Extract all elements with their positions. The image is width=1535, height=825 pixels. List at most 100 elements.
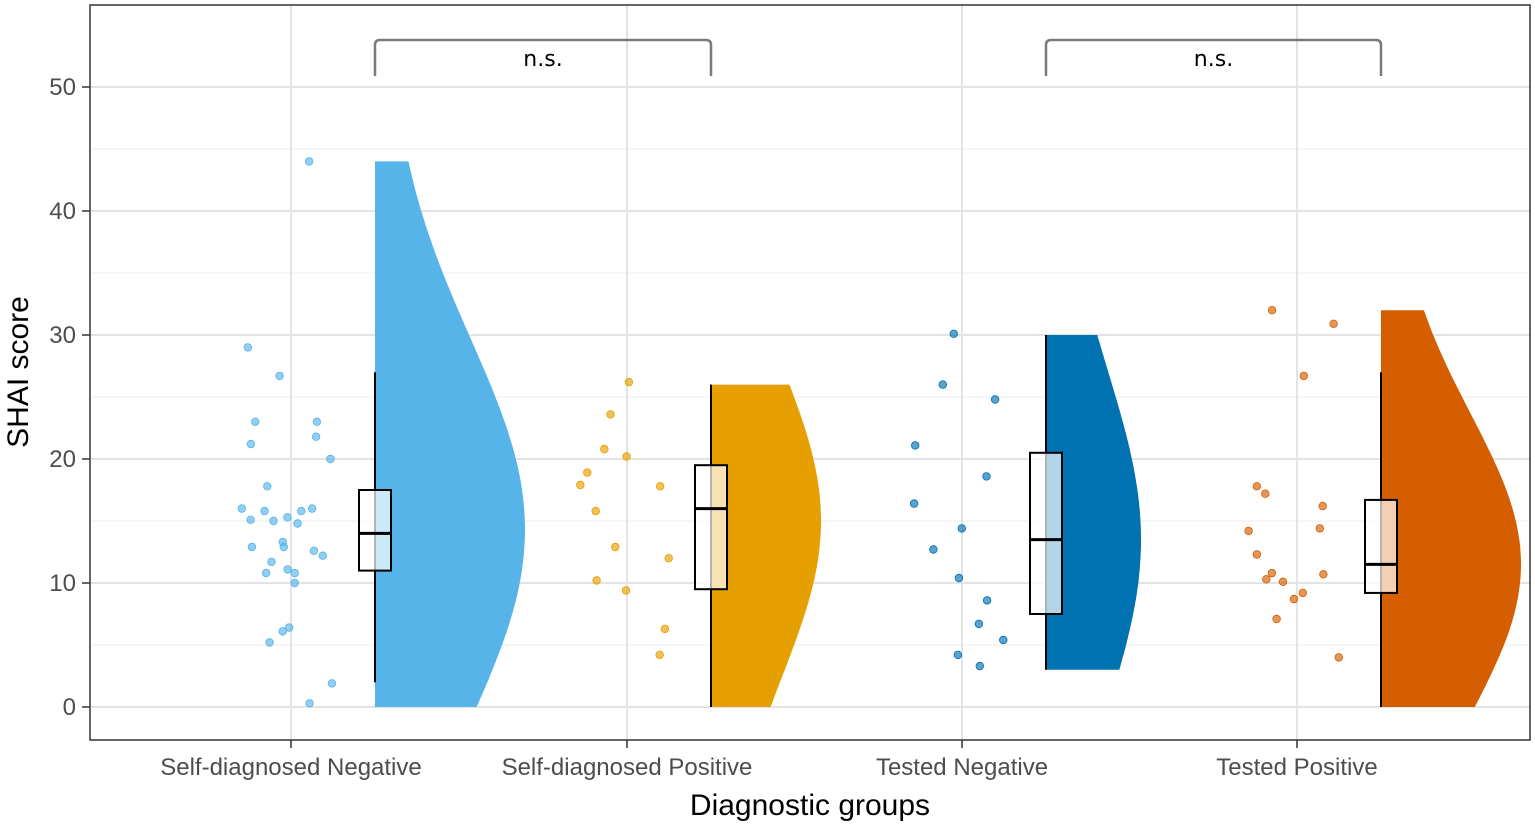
plot-panel-border [89, 4, 1531, 741]
significance-brackets: n.s. n.s. [373, 38, 1383, 76]
violin-layer [375, 161, 1521, 707]
data-point [1334, 653, 1343, 662]
data-point [1298, 588, 1307, 598]
data-point [275, 371, 284, 381]
data-point [1252, 482, 1261, 491]
data-point [1278, 577, 1288, 586]
data-point [1261, 489, 1270, 498]
data-point [311, 432, 321, 441]
data-point [592, 576, 601, 585]
data-point [606, 410, 615, 419]
data-point [1299, 371, 1308, 381]
data-point [953, 650, 963, 660]
data-point [929, 545, 938, 554]
y-axis-title: SHAI score [2, 296, 35, 448]
boxplot-box [358, 489, 392, 572]
y-tick-label: 50 [49, 74, 76, 101]
data-point [304, 157, 314, 166]
data-point [982, 596, 992, 605]
data-point [576, 480, 585, 490]
data-point [664, 554, 673, 563]
data-point [279, 542, 288, 552]
data-point [938, 380, 947, 389]
data-point [290, 568, 299, 578]
y-tick-label: 40 [49, 198, 76, 225]
data-point [265, 638, 274, 647]
data-point [974, 619, 984, 629]
data-point [611, 542, 620, 552]
data-point [975, 661, 984, 671]
data-point [261, 568, 271, 578]
data-point [660, 624, 670, 634]
data-point [263, 482, 272, 491]
data-point [293, 519, 302, 528]
grid-lines [90, 5, 1530, 740]
y-tick-label: 10 [49, 570, 76, 597]
significance-bracket [373, 38, 713, 76]
data-point [655, 650, 664, 660]
data-point [1319, 570, 1328, 579]
boxplot-box [694, 464, 728, 591]
significance-bracket [1044, 38, 1383, 76]
data-point [327, 679, 337, 688]
data-point [260, 506, 269, 516]
data-point [251, 417, 260, 426]
data-point [247, 542, 257, 552]
data-point [278, 627, 287, 636]
data-point [237, 504, 246, 513]
violin-shape [1381, 310, 1521, 707]
x-axis-title: Diagnostic groups [690, 789, 930, 822]
data-point [1329, 319, 1338, 328]
data-point [283, 565, 292, 574]
data-point [1272, 614, 1281, 624]
data-point [1267, 568, 1277, 578]
data-point [246, 515, 255, 524]
data-point [243, 343, 252, 352]
data-point [1262, 575, 1271, 584]
violin-shape [375, 161, 525, 707]
data-point [600, 444, 609, 454]
data-point [297, 506, 306, 516]
data-point [911, 441, 920, 450]
data-point [269, 516, 278, 526]
data-point [290, 578, 299, 588]
data-point [591, 506, 600, 516]
boxplot-box [1364, 498, 1398, 594]
violin-shape [711, 384, 821, 707]
data-point [949, 329, 958, 338]
data-point [1267, 306, 1277, 315]
data-point [1315, 524, 1324, 533]
x-tick-label: Tested Negative [876, 754, 1048, 781]
significance-label: n.s. [1194, 47, 1233, 72]
data-point [312, 417, 322, 426]
data-point [1244, 526, 1253, 536]
x-tick-label: Tested Positive [1216, 754, 1377, 781]
data-point [305, 699, 314, 708]
data-point [624, 377, 634, 387]
data-point [267, 557, 276, 567]
data-point [622, 452, 631, 461]
significance-label: n.s. [523, 47, 562, 72]
data-point [583, 468, 592, 477]
data-point [1252, 550, 1262, 559]
data-point [284, 623, 294, 632]
data-point [999, 635, 1008, 645]
boxplot-layer [358, 335, 1398, 707]
axes: 0 10 20 30 40 50 Self-diagnosed Negative Self-d… [49, 74, 1377, 781]
data-point [1318, 501, 1327, 511]
data-point [246, 439, 256, 449]
data-point [656, 482, 665, 491]
violin-shape [1046, 335, 1141, 670]
data-point [982, 472, 991, 481]
data-point [990, 395, 1000, 404]
y-tick-label: 30 [49, 322, 76, 349]
data-point [307, 504, 317, 513]
y-tick-label: 20 [49, 446, 76, 473]
data-point [309, 546, 319, 555]
data-point [909, 499, 919, 508]
point-layer [237, 157, 1343, 708]
x-tick-label: Self-diagnosed Positive [502, 754, 753, 781]
data-point [954, 573, 964, 583]
data-point [326, 454, 335, 464]
